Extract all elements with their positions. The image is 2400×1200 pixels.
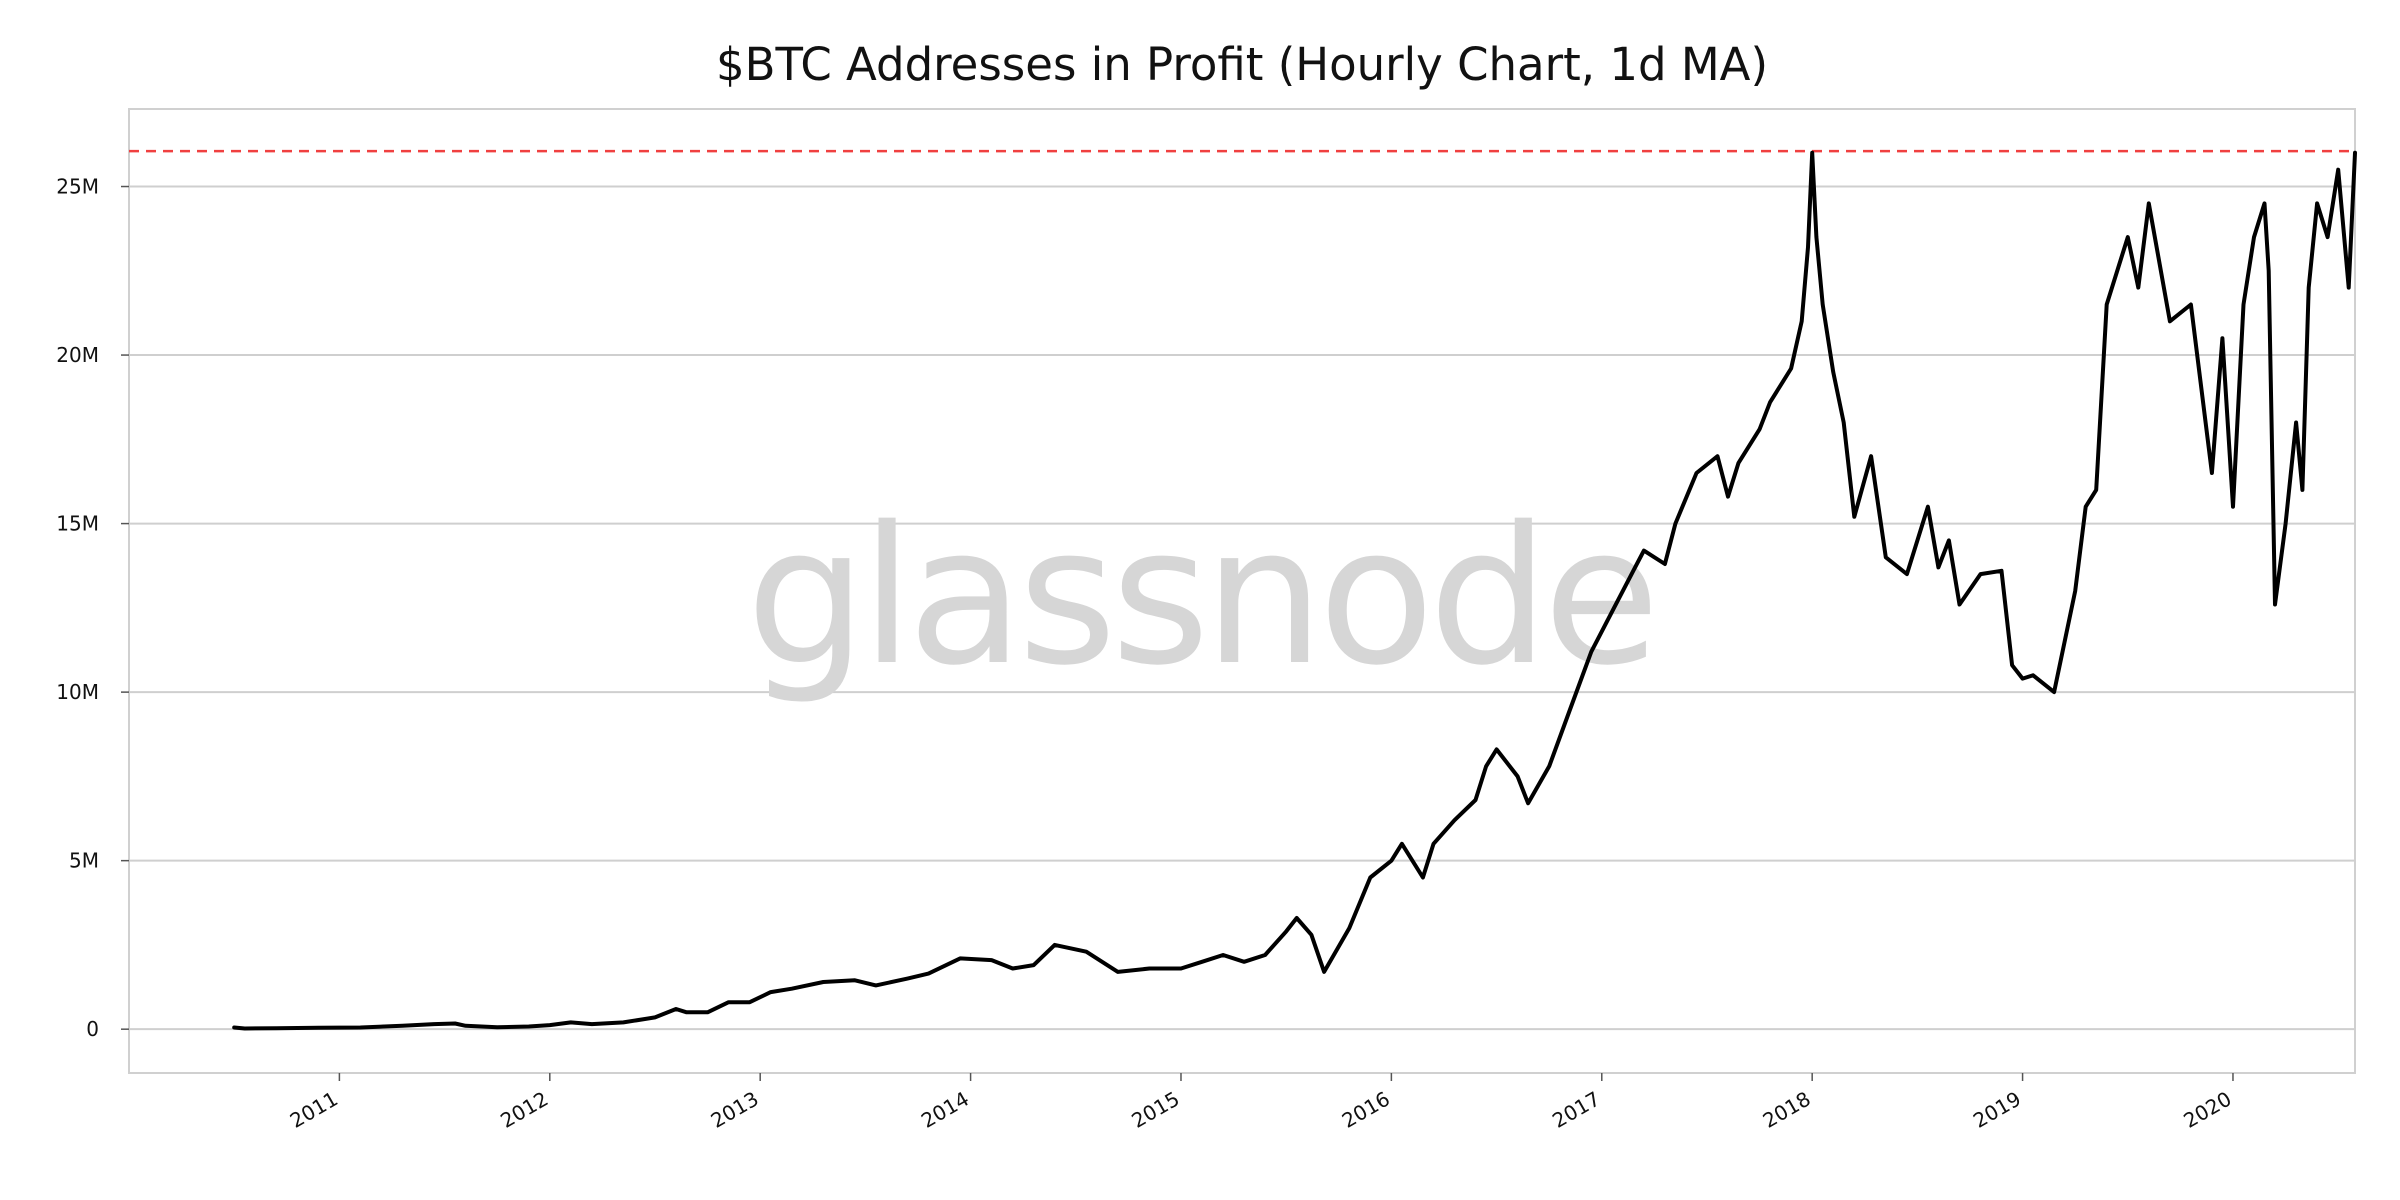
x-tick-label: 2011 [286, 1087, 342, 1133]
x-tick-label: 2019 [1969, 1087, 2025, 1133]
x-tick-label: 2015 [1127, 1087, 1183, 1133]
x-tick-label: 2014 [917, 1087, 973, 1133]
x-tick-label: 2018 [1759, 1087, 1815, 1133]
x-tick-label: 2013 [707, 1087, 763, 1133]
grid-layer [129, 185, 2355, 1031]
glassnode-watermark: glassnode [746, 486, 1654, 707]
y-tick-label: 0 [86, 1017, 99, 1041]
series-line-addresses-in-profit [232, 150, 2357, 1031]
series-layer [232, 150, 2357, 1031]
y-tick-label: 15M [56, 512, 99, 536]
y-tick-label: 10M [56, 680, 99, 704]
y-tick-label: 5M [69, 849, 99, 873]
y-tick-label: 20M [56, 343, 99, 367]
x-tick-label: 2017 [1548, 1087, 1604, 1133]
x-tick-label: 2016 [1338, 1087, 1394, 1133]
chart-title: $BTC Addresses in Profit (Hourly Chart, … [716, 38, 1768, 91]
plot-area [128, 108, 2356, 1074]
y-tick-label: 25M [56, 175, 99, 199]
x-tick-label: 2012 [496, 1087, 552, 1133]
x-tick-label: 2020 [2179, 1087, 2235, 1133]
